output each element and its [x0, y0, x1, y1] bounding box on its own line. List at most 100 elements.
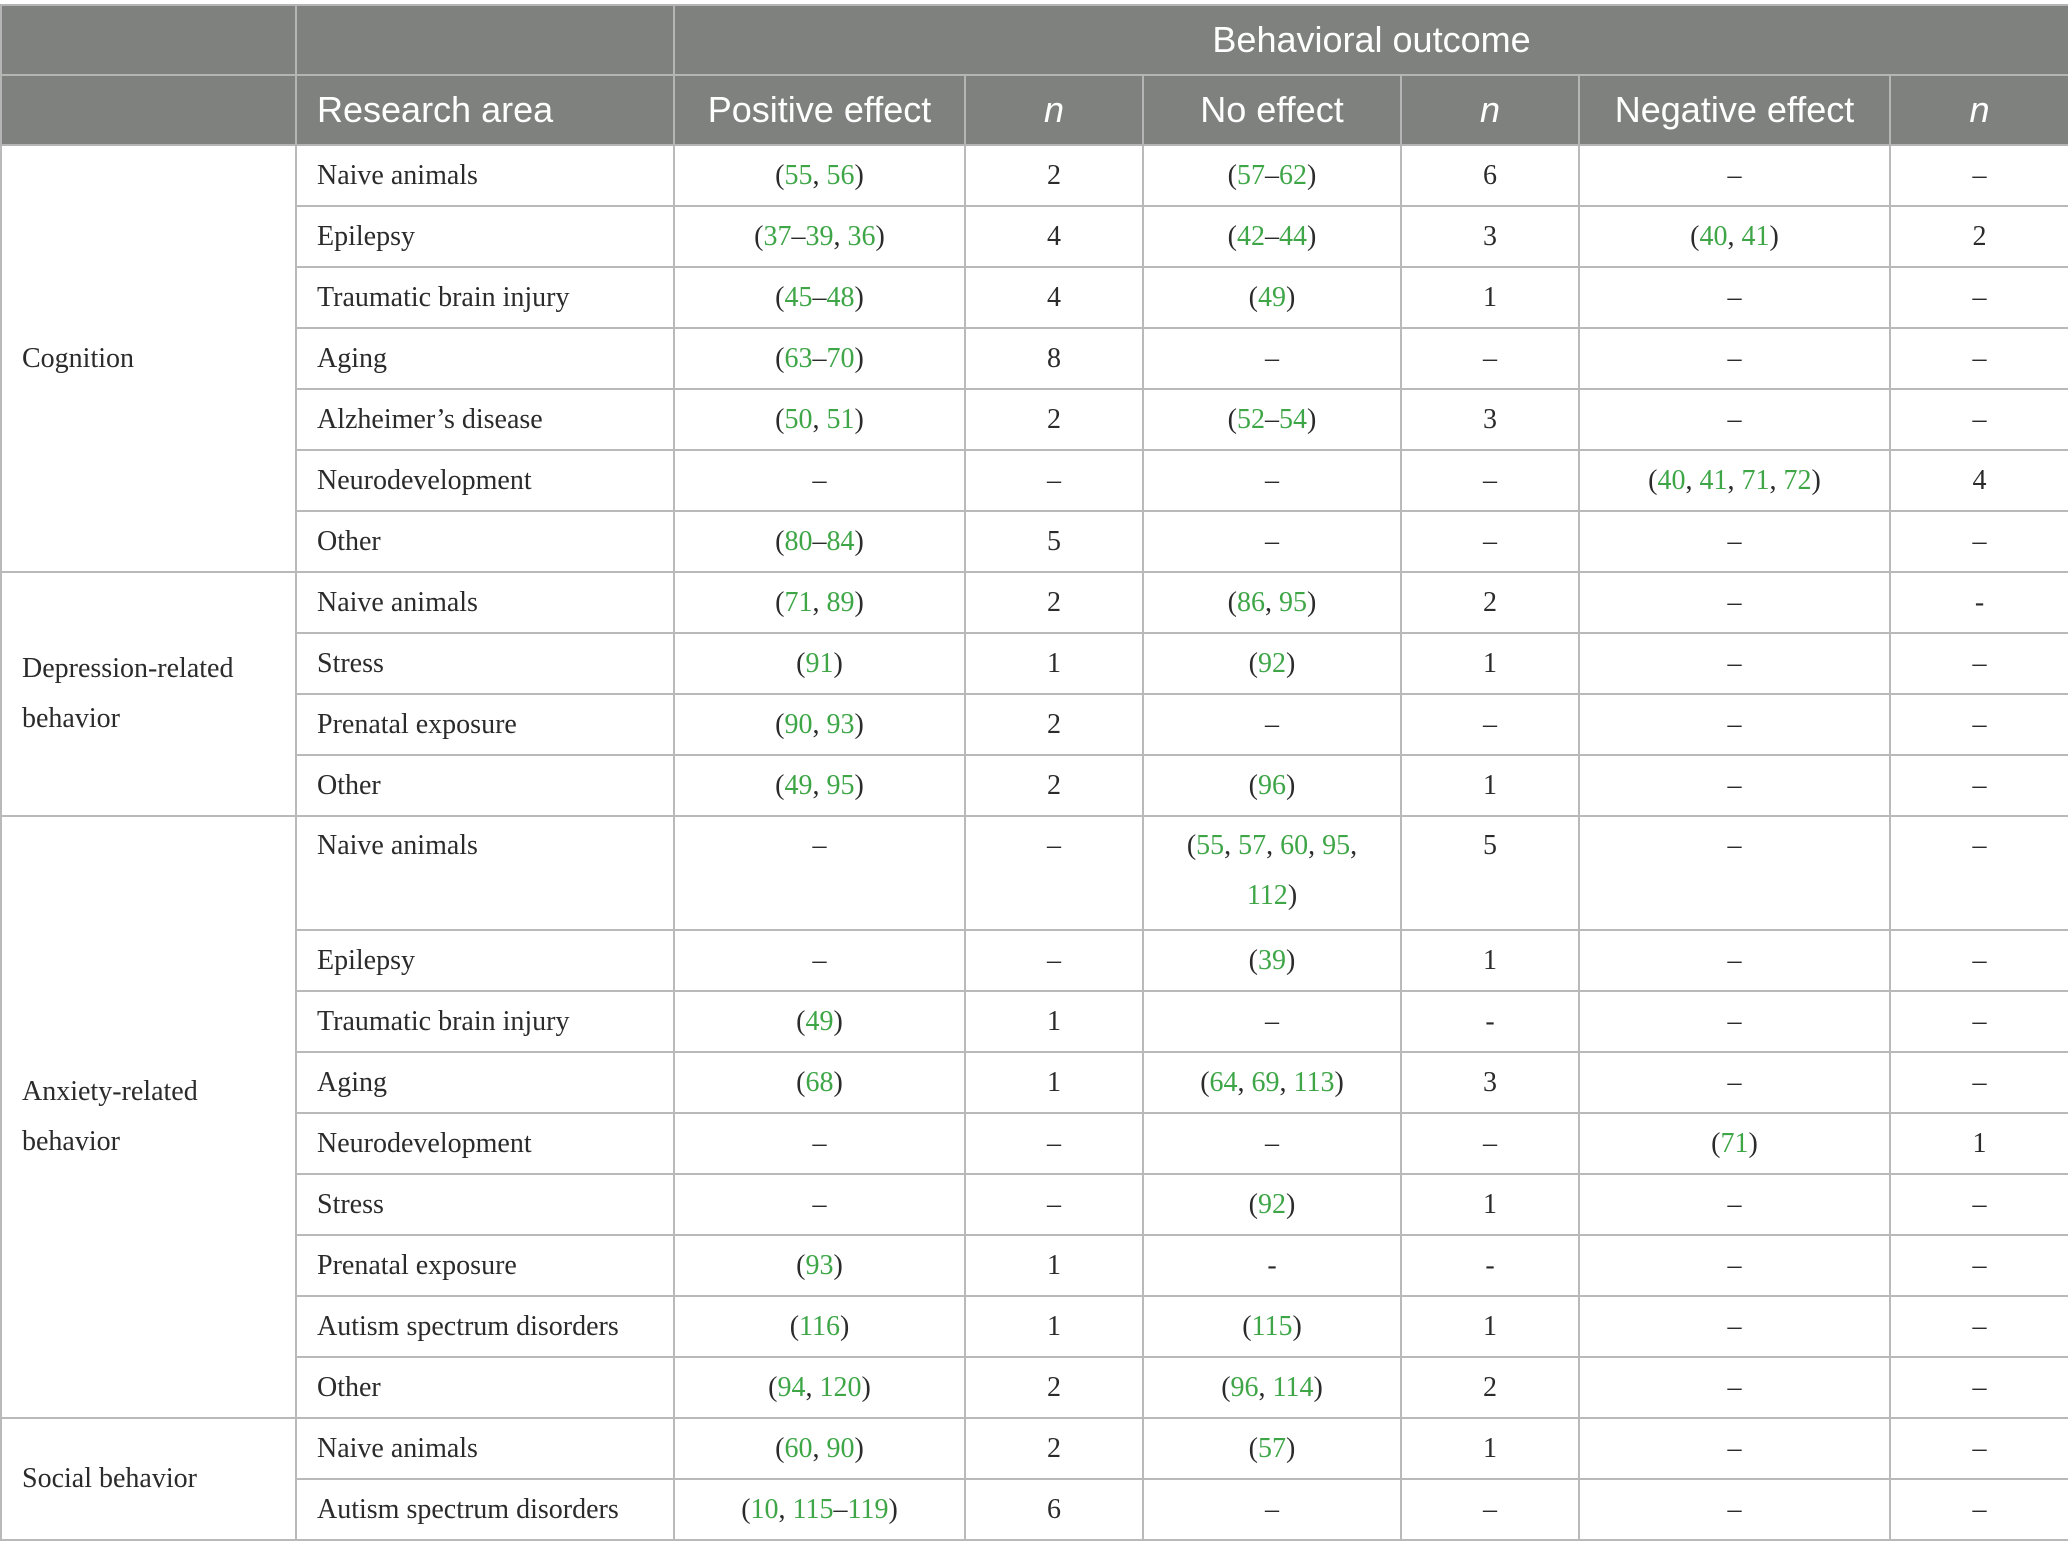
reference-link[interactable]: 52: [1237, 403, 1265, 435]
n-cell: –: [1888, 1295, 2068, 1358]
reference-link[interactable]: 86: [1237, 586, 1265, 618]
reference-link[interactable]: 84: [826, 525, 855, 557]
reference-link[interactable]: 69: [1251, 1066, 1280, 1098]
table-row: Stress – – (92) 1– –: [1, 1173, 2068, 1236]
reference-link[interactable]: 95: [826, 769, 855, 801]
reference-link[interactable]: 91: [805, 647, 834, 679]
table-row: Alzheimer’s disease (50, 51) 2 (52–54) 3– –: [1, 388, 2068, 451]
reference-link[interactable]: 64: [1209, 1066, 1238, 1098]
reference-link[interactable]: 60: [1280, 830, 1309, 861]
no-effect-cell: –: [1142, 990, 1402, 1053]
reference-link[interactable]: 92: [1258, 1188, 1286, 1220]
reference-link[interactable]: 63: [784, 342, 813, 374]
reference-link[interactable]: 96: [1258, 769, 1286, 801]
n-cell: 6: [964, 1478, 1144, 1541]
reference-link[interactable]: 36: [847, 220, 876, 252]
negative-effect-cell: –: [1578, 144, 1891, 207]
reference-link[interactable]: 115: [1251, 1310, 1293, 1342]
reference-link[interactable]: 49: [1258, 281, 1286, 313]
research-area-cell: Epilepsy: [295, 205, 675, 268]
positive-effect-cell: –: [673, 815, 966, 931]
negative-effect-cell: –: [1578, 1295, 1891, 1358]
no-effect-cell: (92): [1142, 632, 1402, 695]
n-cell: –: [1888, 754, 2068, 817]
reference-link[interactable]: 62: [1279, 159, 1307, 191]
reference-link[interactable]: 71: [784, 586, 813, 618]
header-blank-cell: [0, 74, 297, 146]
reference-link[interactable]: 120: [819, 1371, 862, 1403]
reference-link[interactable]: 60: [784, 1432, 813, 1464]
positive-effect-cell: (49, 95): [673, 754, 966, 817]
negative-effect-cell: (40, 41): [1578, 205, 1891, 268]
reference-link[interactable]: 41: [1699, 464, 1728, 496]
reference-link[interactable]: 48: [826, 281, 855, 313]
research-area-cell: Neurodevelopment: [295, 449, 675, 512]
behavioral-outcome-header: Behavioral outcome: [672, 4, 2068, 76]
reference-link[interactable]: 41: [1741, 220, 1770, 252]
n-cell: 1: [1400, 929, 1580, 992]
research-area-cell: Neurodevelopment: [295, 1112, 675, 1175]
no-effect-cell: (115): [1142, 1295, 1402, 1358]
table-row: Autism spectrum disorders (10, 115–119) 6–…: [1, 1478, 2068, 1541]
reference-link[interactable]: 39: [1258, 944, 1286, 976]
reference-link[interactable]: 57: [1258, 1432, 1286, 1464]
reference-link[interactable]: 112: [1246, 880, 1288, 911]
reference-link[interactable]: 113: [1293, 1066, 1335, 1098]
table-row: Epilepsy – – (39) 1– –: [1, 929, 2068, 992]
reference-link[interactable]: 94: [777, 1371, 806, 1403]
research-area-cell: Naive animals: [295, 1417, 675, 1480]
reference-link[interactable]: 55: [784, 159, 813, 191]
n-cell: -: [1400, 990, 1580, 1053]
reference-link[interactable]: 40: [1699, 220, 1728, 252]
reference-link[interactable]: 96: [1230, 1371, 1259, 1403]
reference-link[interactable]: 57: [1238, 830, 1267, 861]
reference-link[interactable]: 89: [826, 586, 855, 618]
reference-link[interactable]: 115: [792, 1493, 834, 1525]
reference-link[interactable]: 71: [1720, 1127, 1749, 1159]
reference-link[interactable]: 95: [1322, 830, 1351, 861]
reference-link[interactable]: 56: [826, 159, 855, 191]
reference-link[interactable]: 39: [805, 220, 834, 252]
reference-link[interactable]: 54: [1279, 403, 1307, 435]
category-cell: Anxiety-related behavior: [0, 815, 297, 1419]
n-cell: –: [964, 1173, 1144, 1236]
reference-link[interactable]: 72: [1783, 464, 1812, 496]
reference-link[interactable]: 93: [805, 1249, 834, 1281]
reference-link[interactable]: 90: [784, 708, 813, 740]
reference-link[interactable]: 95: [1279, 586, 1307, 618]
positive-effect-cell: (55, 56): [673, 144, 966, 207]
table-row: Other (80–84) 5– – – –: [1, 510, 2068, 573]
negative-effect-header: Negative effect: [1578, 74, 1891, 146]
reference-link[interactable]: 50: [784, 403, 813, 435]
reference-link[interactable]: 119: [847, 1493, 889, 1525]
category-cell: Depression-related behavior: [0, 571, 297, 817]
reference-link[interactable]: 70: [826, 342, 855, 374]
header-blank-cell: [295, 4, 675, 76]
reference-link[interactable]: 45: [784, 281, 813, 313]
n-cell: 2: [1400, 571, 1580, 634]
reference-link[interactable]: 40: [1657, 464, 1686, 496]
n-cell: -: [1888, 571, 2068, 634]
category-cell: Cognition: [0, 144, 297, 573]
reference-link[interactable]: 116: [799, 1310, 840, 1342]
n-header: n: [1400, 74, 1580, 146]
reference-link[interactable]: 37: [763, 220, 792, 252]
reference-link[interactable]: 93: [826, 708, 855, 740]
reference-link[interactable]: 10: [750, 1493, 779, 1525]
n-cell: 6: [1400, 144, 1580, 207]
reference-link[interactable]: 51: [826, 403, 855, 435]
reference-link[interactable]: 80: [784, 525, 813, 557]
reference-link[interactable]: 90: [826, 1432, 855, 1464]
reference-link[interactable]: 49: [805, 1005, 834, 1037]
positive-effect-cell: (68): [673, 1051, 966, 1114]
reference-link[interactable]: 57: [1237, 159, 1265, 191]
reference-link[interactable]: 49: [784, 769, 813, 801]
reference-link[interactable]: 71: [1741, 464, 1770, 496]
reference-link[interactable]: 114: [1272, 1371, 1314, 1403]
reference-link[interactable]: 92: [1258, 647, 1286, 679]
reference-link[interactable]: 68: [805, 1066, 834, 1098]
reference-link[interactable]: 44: [1279, 220, 1307, 252]
table-row: Other (49, 95) 2 (96) 1– –: [1, 754, 2068, 817]
reference-link[interactable]: 42: [1237, 220, 1265, 252]
reference-link[interactable]: 55: [1196, 830, 1225, 861]
